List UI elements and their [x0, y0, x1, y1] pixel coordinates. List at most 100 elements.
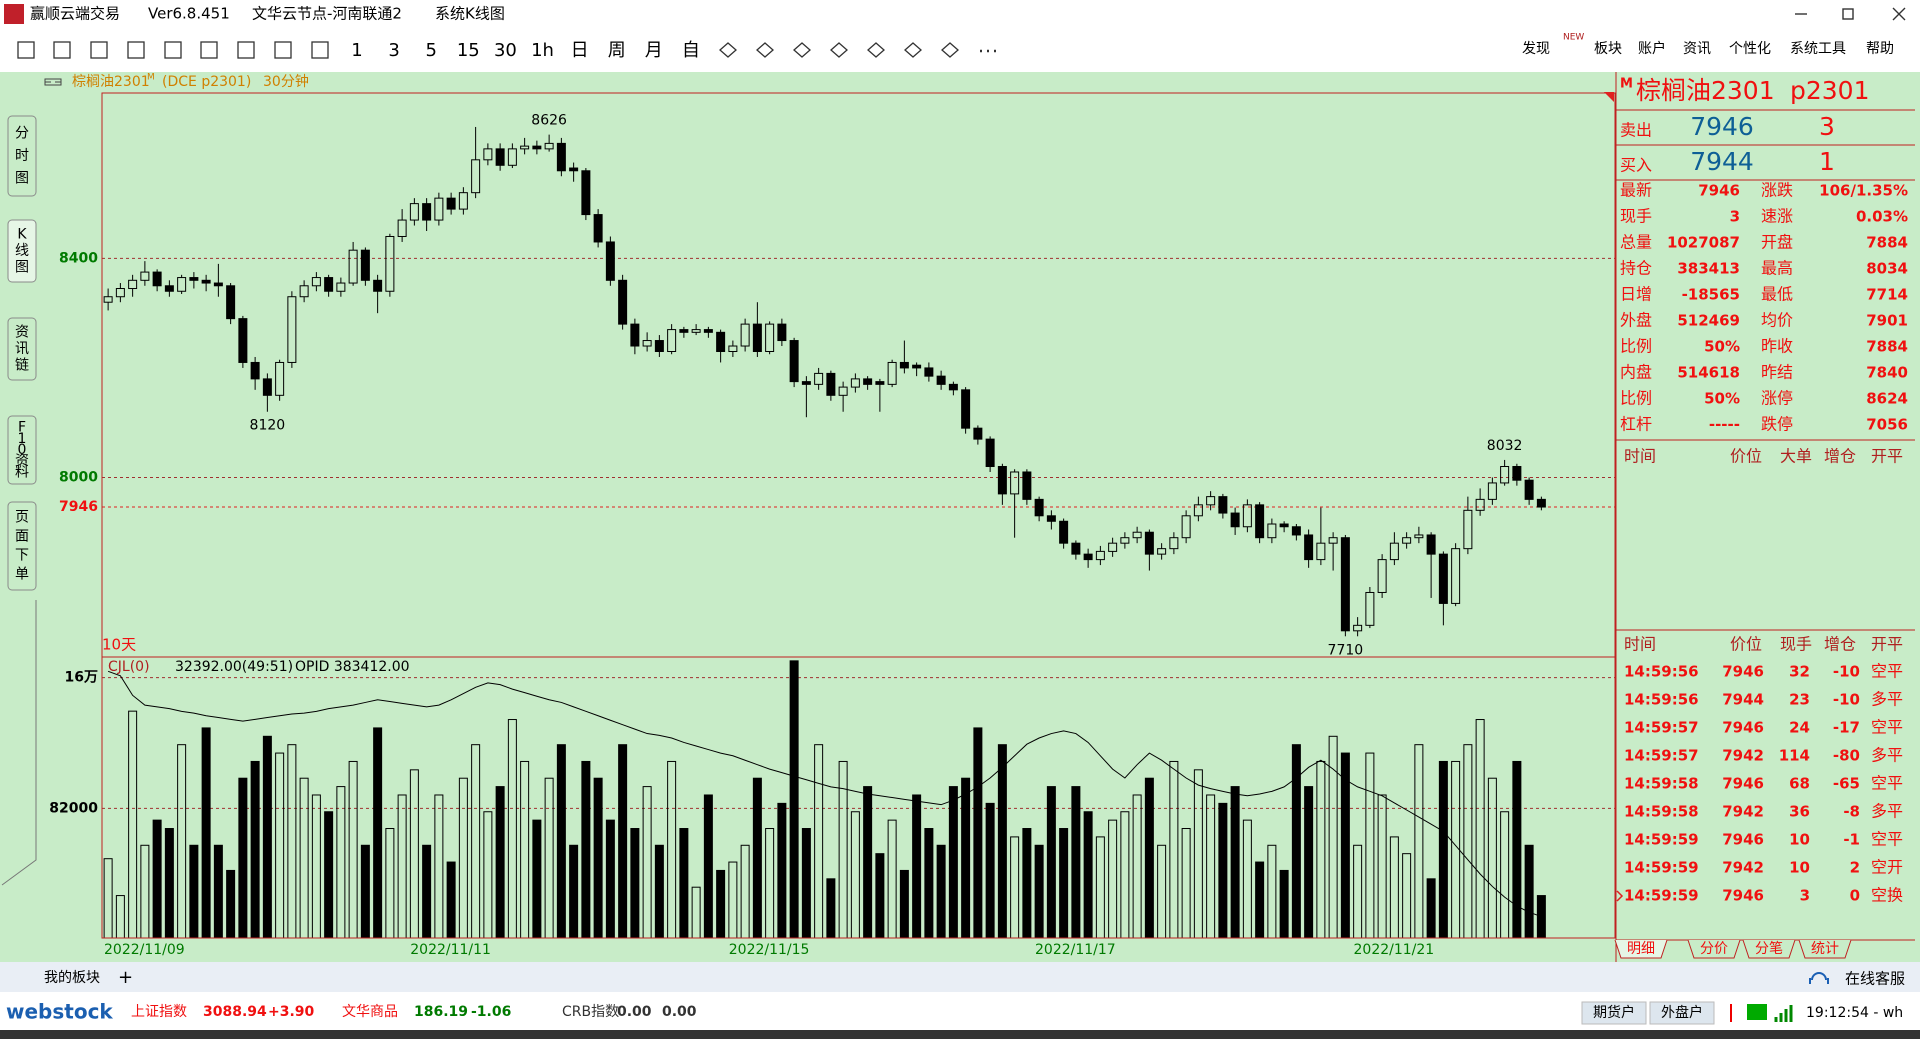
period-button[interactable]: 15: [457, 40, 480, 61]
column-header: 大单: [1780, 447, 1812, 466]
menu-item[interactable]: 系统工具: [1790, 41, 1846, 57]
side-tab[interactable]: [7, 501, 37, 591]
contract-code: (DCE p2301): [162, 74, 251, 90]
menu-item[interactable]: 账户: [1638, 40, 1666, 57]
period-button[interactable]: 5: [425, 40, 436, 61]
side-tab[interactable]: [7, 317, 37, 381]
column-header: 价位: [1730, 635, 1762, 654]
trade-price: 7942: [1722, 803, 1764, 821]
account-button[interactable]: [1649, 1001, 1715, 1025]
panel-tab-label[interactable]: 统计: [1811, 941, 1839, 957]
side-tab-label[interactable]: 页面下单: [15, 510, 29, 583]
tool-icon[interactable]: [904, 42, 922, 58]
candle-body: [1340, 537, 1350, 632]
tool-icon[interactable]: [793, 42, 811, 58]
close[interactable]: [1892, 7, 1906, 21]
candle-body: [1010, 471, 1020, 495]
period-button[interactable]: 月: [645, 40, 663, 61]
side-tab-label[interactable]: 资讯链: [15, 324, 29, 373]
panel-tab-label[interactable]: 分笔: [1755, 941, 1783, 957]
window-controls[interactable]: [1795, 7, 1906, 21]
tool-icon[interactable]: [941, 42, 959, 58]
trade-volume: 24: [1789, 719, 1810, 737]
side-tab-label[interactable]: K 线图: [15, 226, 29, 275]
period-button[interactable]: 3: [388, 40, 399, 61]
candle-body: [520, 145, 530, 150]
panel-tab[interactable]: [1798, 939, 1852, 959]
period-button[interactable]: 1h: [531, 40, 554, 61]
candle-body: [128, 279, 138, 290]
candle-body: [1132, 531, 1142, 539]
maximize[interactable]: [1842, 8, 1854, 20]
candle-body: [1144, 531, 1154, 555]
side-tab-label[interactable]: F 1 0 资料: [15, 420, 29, 481]
tool-icon[interactable]: [53, 41, 71, 59]
candle-body: [801, 381, 811, 385]
tool-icon[interactable]: [719, 42, 737, 58]
stat-value: 7884: [1866, 234, 1908, 252]
online-service[interactable]: 在线客服: [1845, 970, 1905, 988]
tool-icon[interactable]: [17, 41, 35, 59]
volume-bar: [1524, 844, 1534, 939]
tool-icon[interactable]: [311, 41, 329, 59]
trade-volume: 23: [1789, 691, 1810, 709]
stat-value: 7056: [1866, 416, 1908, 434]
add-board[interactable]: +: [118, 967, 133, 988]
candle-body: [250, 361, 260, 380]
tool-icon[interactable]: [867, 42, 885, 58]
account-label[interactable]: 外盘户: [1661, 1004, 1703, 1021]
indicator-name[interactable]: CJL(0): [108, 659, 150, 675]
stat-label: 比例: [1620, 337, 1652, 356]
volume-bar: [618, 744, 628, 939]
tool-icon[interactable]: [90, 41, 108, 59]
menu-item[interactable]: 板块: [1594, 41, 1622, 57]
side-tab[interactable]: [7, 115, 37, 197]
side-tab[interactable]: [7, 415, 37, 485]
candle-body: [434, 197, 444, 221]
vol-tick-label: 16万: [65, 670, 98, 686]
panel-tab[interactable]: [1614, 939, 1668, 959]
account-label[interactable]: 期货户: [1593, 1004, 1635, 1021]
candle-body: [1451, 548, 1461, 604]
period-button[interactable]: 30: [494, 40, 517, 61]
menu-item[interactable]: 个性化: [1729, 41, 1771, 57]
menu-item[interactable]: 资讯: [1683, 41, 1711, 57]
indicator-value: 32392.00(49:51): [175, 659, 293, 675]
tool-icon[interactable]: [237, 41, 255, 59]
tool-icon[interactable]: [200, 41, 218, 59]
account-button[interactable]: [1581, 1001, 1647, 1025]
toolbar: [0, 28, 1920, 72]
candle-body: [1108, 542, 1118, 552]
tool-icon[interactable]: [756, 42, 774, 58]
period-button[interactable]: 日: [571, 40, 589, 61]
panel-tab[interactable]: [1687, 939, 1741, 959]
candle-body: [1328, 537, 1338, 544]
tool-icon[interactable]: [127, 41, 145, 59]
menu-item[interactable]: 帮助: [1866, 41, 1894, 57]
trade-time: 14:59:58: [1624, 775, 1699, 793]
title-bar: [0, 0, 1920, 28]
service-icon: [1809, 972, 1829, 984]
tool-icon[interactable]: [830, 42, 848, 58]
candle-body: [213, 282, 223, 287]
period-button[interactable]: 自: [682, 40, 700, 61]
stat-label: 总量: [1620, 233, 1652, 252]
period[interactable]: 30分钟: [263, 73, 309, 90]
candle-body: [863, 378, 873, 385]
menu-item[interactable]: 发现: [1522, 41, 1550, 57]
trade-volume: 36: [1789, 803, 1810, 821]
period-button[interactable]: 周: [608, 40, 626, 61]
trade-time: 14:59:59: [1624, 831, 1699, 849]
panel-tab[interactable]: [1742, 939, 1796, 959]
volume-bar: [716, 869, 726, 939]
candle-body: [765, 323, 775, 352]
panel-tab-label[interactable]: 明细: [1627, 941, 1655, 957]
period-button[interactable]: 1: [351, 40, 362, 61]
side-tab[interactable]: [7, 219, 37, 283]
tool-icon[interactable]: [164, 41, 182, 59]
tool-icon[interactable]: [274, 41, 292, 59]
my-board[interactable]: 我的板块: [44, 970, 100, 986]
candle-body: [1046, 515, 1056, 522]
side-tab-label[interactable]: 分时图: [15, 125, 29, 186]
panel-tab-label[interactable]: 分价: [1700, 941, 1728, 957]
